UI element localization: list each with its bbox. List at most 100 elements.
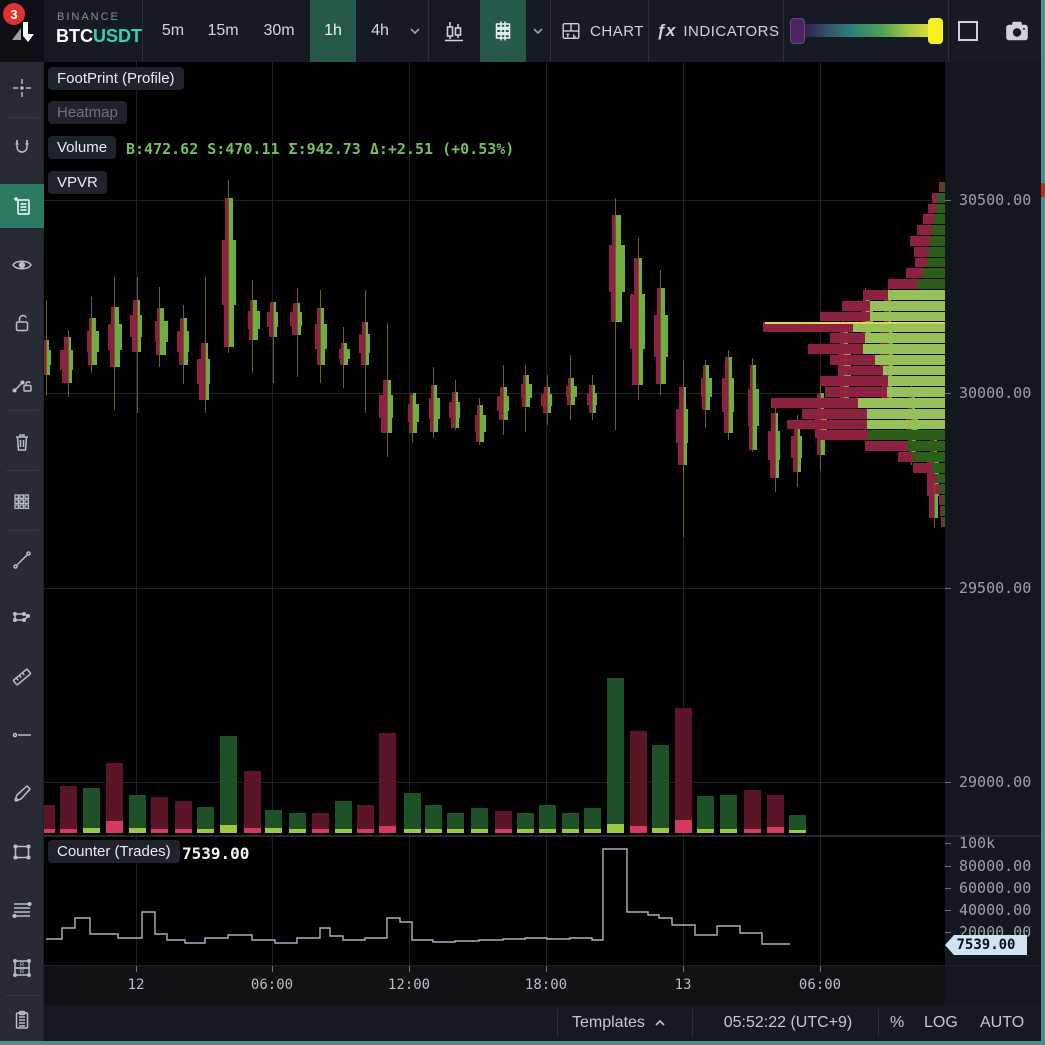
log-scale-button[interactable]: LOG bbox=[924, 1005, 958, 1041]
price-axis[interactable]: 30500.00 30000.00 29500.00 29000.00 100k 8000… bbox=[945, 62, 1041, 1005]
candle-bid-volume bbox=[87, 331, 91, 352]
candle-wick bbox=[455, 380, 456, 430]
volume-bar bbox=[495, 811, 512, 833]
candle-ask-volume bbox=[47, 365, 50, 375]
timeframe-5m[interactable]: 5m bbox=[161, 22, 185, 39]
vpvr-sell-row bbox=[820, 430, 868, 441]
vpvr-buy-row bbox=[936, 203, 945, 214]
study-label-footprint[interactable]: FootPrint (Profile) bbox=[48, 67, 184, 90]
candle-style-button[interactable] bbox=[430, 0, 478, 62]
checkbox-square[interactable] bbox=[958, 21, 978, 41]
tool-pencil-button[interactable] bbox=[0, 771, 44, 815]
timeframe-1h[interactable]: 1h bbox=[310, 0, 356, 62]
candle-bid-volume bbox=[359, 334, 365, 353]
gradient-slider[interactable] bbox=[800, 24, 935, 37]
candle-bid-volume bbox=[317, 308, 320, 324]
candles-icon bbox=[445, 22, 463, 42]
volume-delta-cap bbox=[675, 820, 692, 833]
volume-bar bbox=[562, 813, 579, 833]
tool-orders-button[interactable] bbox=[0, 184, 44, 228]
time-axis[interactable]: 12 06:00 12:00 18:00 13 06:00 bbox=[44, 965, 945, 1005]
study-label-vpvr[interactable]: VPVR bbox=[48, 171, 107, 194]
study-label-heatmap[interactable]: Heatmap bbox=[48, 101, 127, 124]
vpvr-buy-row bbox=[907, 441, 945, 451]
clock-button[interactable]: 05:52:22 (UTC+9) bbox=[708, 1005, 868, 1041]
tool-trend-line-button[interactable] bbox=[0, 538, 44, 582]
timeframe-4h[interactable]: 4h bbox=[371, 22, 389, 39]
candle-wick bbox=[433, 367, 434, 438]
timeframe-dropdown-button[interactable] bbox=[402, 0, 428, 62]
sidebar-separator bbox=[5, 117, 39, 118]
style-dropdown-button[interactable] bbox=[526, 0, 550, 62]
time-axis-tick bbox=[272, 965, 273, 972]
study-label-volume[interactable]: Volume bbox=[48, 136, 117, 159]
vpvr-buy-row bbox=[858, 398, 945, 408]
volume-bar bbox=[106, 763, 123, 833]
candle-wick bbox=[273, 302, 274, 383]
indicators-button[interactable]: ƒx INDICATORS bbox=[656, 0, 780, 62]
candle-bid-volume bbox=[630, 293, 638, 350]
gradient-handle-right[interactable] bbox=[928, 18, 943, 44]
volume-delta-cap bbox=[244, 828, 261, 833]
counter-axis-label: 80000.00 bbox=[959, 857, 1032, 875]
right-edge-scrollbar[interactable] bbox=[1041, 0, 1045, 1045]
candle-bid-volume bbox=[248, 311, 252, 329]
tool-clipboard-button[interactable] bbox=[0, 998, 44, 1042]
notification-badge[interactable]: 3 bbox=[3, 3, 25, 25]
candle-bid-volume bbox=[408, 404, 412, 422]
study-label-counter[interactable]: Counter (Trades) bbox=[48, 840, 180, 863]
auto-scale-button[interactable]: AUTO bbox=[980, 1005, 1024, 1041]
vpvr-sell-row bbox=[787, 419, 867, 430]
tool-ruler-button[interactable] bbox=[0, 655, 44, 699]
volume-bar bbox=[197, 807, 214, 833]
tool-magnet-button[interactable] bbox=[0, 126, 44, 170]
tool-crosshair-button[interactable] bbox=[0, 66, 44, 110]
tool-grid-button[interactable] bbox=[0, 480, 44, 524]
timeframe-15m[interactable]: 15m bbox=[207, 22, 239, 39]
tool-line-lock-button[interactable] bbox=[0, 361, 44, 405]
symbol-button[interactable]: BTCUSDT bbox=[56, 26, 142, 47]
candle-ask-volume bbox=[935, 495, 938, 518]
candle-bid-volume bbox=[476, 405, 479, 416]
candle-bid-volume bbox=[63, 337, 68, 350]
vpvr-sell-row bbox=[802, 408, 867, 419]
tool-eye-button[interactable] bbox=[0, 243, 44, 287]
chart-button[interactable]: CHART bbox=[556, 0, 648, 62]
screenshot-button[interactable] bbox=[995, 0, 1039, 62]
candle-bid-volume bbox=[791, 436, 797, 458]
counter-pane[interactable] bbox=[44, 837, 945, 965]
footprint-style-button[interactable] bbox=[480, 0, 526, 62]
candle-ask-volume bbox=[388, 380, 391, 395]
vpvr-sell-row bbox=[915, 257, 927, 268]
volume-bar bbox=[83, 788, 100, 833]
timeframe-30m[interactable]: 30m bbox=[263, 22, 295, 39]
bottom-edge-border bbox=[0, 1041, 1045, 1045]
candle-bid-volume bbox=[567, 397, 570, 405]
price-axis-label: 29500.00 bbox=[959, 579, 1032, 597]
volume-bar bbox=[312, 813, 329, 833]
templates-button[interactable]: Templates bbox=[572, 1005, 667, 1041]
tool-horizontal-line-button[interactable] bbox=[0, 713, 44, 757]
tool-rectangle-button[interactable] bbox=[0, 830, 44, 874]
volume-delta-cap bbox=[652, 828, 669, 833]
tool-polyline-button[interactable] bbox=[0, 596, 44, 640]
tool-trash-button[interactable] bbox=[0, 420, 44, 464]
price-pane[interactable] bbox=[44, 62, 945, 835]
tool-unlock-button[interactable] bbox=[0, 301, 44, 345]
volume-delta-cap bbox=[517, 829, 534, 833]
candle-ask-volume bbox=[253, 328, 258, 340]
vpvr-buy-row bbox=[937, 473, 945, 484]
vpvr-buy-row bbox=[942, 506, 945, 516]
time-axis-tick bbox=[136, 965, 137, 972]
vpvr-sell-row bbox=[820, 311, 870, 322]
percent-scale-button[interactable]: % bbox=[890, 1005, 904, 1041]
tool-parallel-lines-button[interactable] bbox=[0, 888, 44, 932]
candle-ask-volume bbox=[593, 392, 597, 406]
vpvr-sell-row bbox=[830, 354, 875, 365]
pane-divider[interactable] bbox=[44, 835, 1045, 837]
candle-bid-volume bbox=[655, 357, 660, 384]
candle-bid-volume bbox=[156, 341, 159, 355]
volume-bar bbox=[175, 801, 192, 833]
gradient-handle-left[interactable] bbox=[790, 18, 805, 44]
